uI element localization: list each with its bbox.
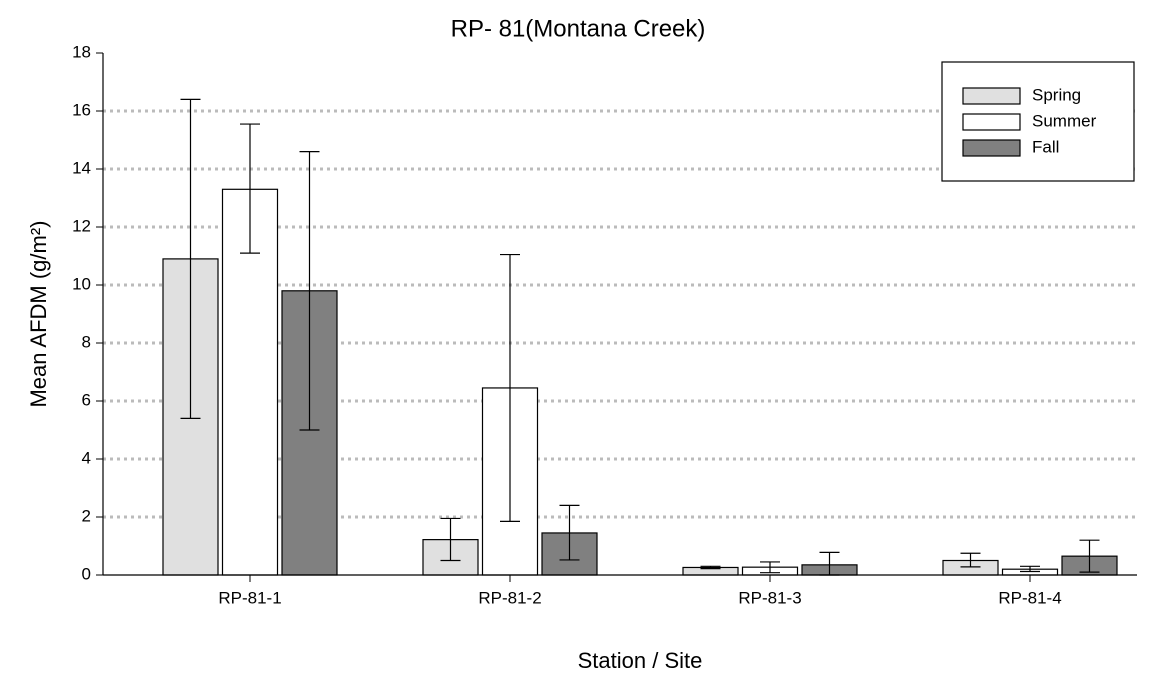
y-tick-label: 16	[72, 100, 91, 119]
x-tick-label: RP-81-4	[998, 588, 1061, 607]
legend-swatch	[962, 113, 1021, 131]
x-axis-label: Station / Site	[578, 648, 703, 673]
chart-title: RP- 81(Montana Creek)	[451, 15, 706, 42]
y-tick-label: 18	[72, 42, 91, 61]
y-tick-label: 6	[82, 390, 91, 409]
y-tick-label: 8	[82, 332, 91, 351]
legend-swatch	[962, 87, 1021, 105]
y-tick-label: 0	[82, 564, 91, 583]
legend-label: Summer	[1032, 111, 1097, 130]
y-axis-label: Mean AFDM (g/m²)	[26, 220, 51, 407]
legend-swatch	[962, 139, 1021, 157]
y-tick-label: 4	[82, 448, 91, 467]
x-tick-label: RP-81-3	[738, 588, 801, 607]
y-tick-label: 12	[72, 216, 91, 235]
y-tick-label: 10	[72, 274, 91, 293]
x-tick-label: RP-81-1	[218, 588, 281, 607]
bar	[221, 188, 279, 576]
y-tick-label: 2	[82, 506, 91, 525]
legend-label: Spring	[1032, 85, 1081, 104]
legend-label: Fall	[1032, 137, 1059, 156]
y-tick-label: 14	[72, 158, 91, 177]
x-tick-label: RP-81-2	[478, 588, 541, 607]
